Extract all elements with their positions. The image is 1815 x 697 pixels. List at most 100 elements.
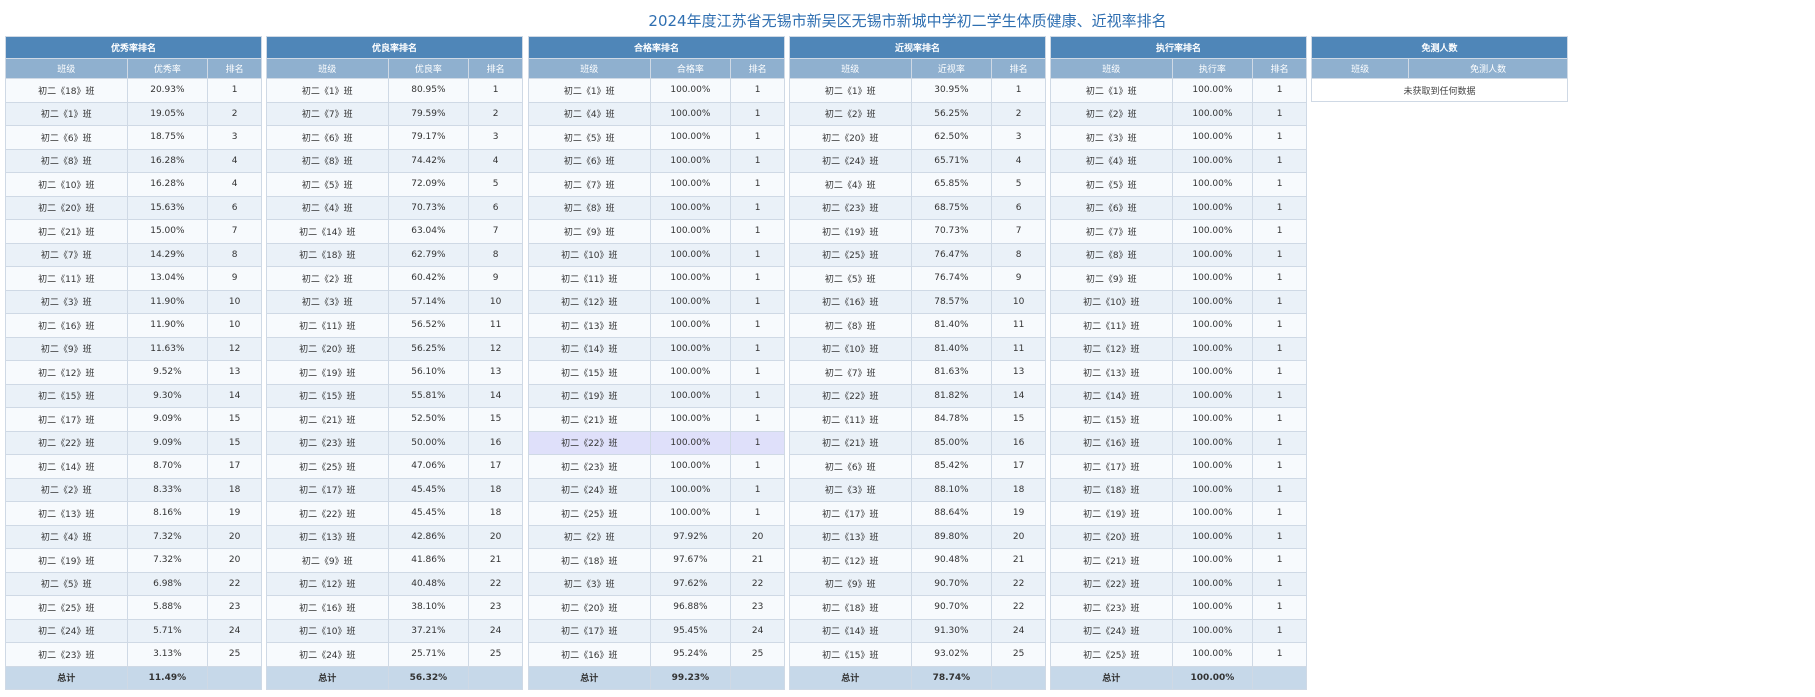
table-row[interactable]: 初二《5》班 72.09% 5 xyxy=(266,172,523,197)
table-row[interactable]: 初二《22》班 100.00% 1 xyxy=(1050,571,1307,596)
table-row[interactable]: 初二《7》班 14.29% 8 xyxy=(5,242,262,267)
table-row[interactable]: 初二《2》班 8.33% 18 xyxy=(5,477,262,502)
table-row[interactable]: 初二《13》班 100.00% 1 xyxy=(528,313,785,338)
table-row[interactable]: 初二《21》班 100.00% 1 xyxy=(1050,548,1307,573)
table-row[interactable]: 初二《17》班 100.00% 1 xyxy=(1050,454,1307,479)
column-header[interactable]: 班级 xyxy=(1050,58,1173,79)
table-row[interactable]: 初二《24》班 65.71% 4 xyxy=(789,148,1046,173)
table-row[interactable]: 初二《9》班 90.70% 22 xyxy=(789,571,1046,596)
column-header[interactable]: 优秀率 xyxy=(126,58,209,79)
table-row[interactable]: 初二《2》班 56.25% 2 xyxy=(789,101,1046,126)
table-row[interactable]: 初二《19》班 70.73% 7 xyxy=(789,219,1046,244)
table-row[interactable]: 初二《13》班 42.86% 20 xyxy=(266,524,523,549)
column-header[interactable]: 近视率 xyxy=(910,58,993,79)
table-row[interactable]: 初二《1》班 100.00% 1 xyxy=(1050,78,1307,103)
column-header[interactable]: 排名 xyxy=(991,58,1046,79)
table-row[interactable]: 初二《12》班 90.48% 21 xyxy=(789,548,1046,573)
table-row[interactable]: 初二《11》班 13.04% 9 xyxy=(5,266,262,291)
table-row[interactable]: 初二《10》班 100.00% 1 xyxy=(1050,289,1307,314)
table-row[interactable]: 初二《24》班 5.71% 24 xyxy=(5,618,262,643)
table-row[interactable]: 初二《20》班 96.88% 23 xyxy=(528,595,785,620)
table-row[interactable]: 初二《6》班 79.17% 3 xyxy=(266,125,523,150)
table-row[interactable]: 初二《5》班 76.74% 9 xyxy=(789,266,1046,291)
table-row[interactable]: 初二《24》班 25.71% 25 xyxy=(266,642,523,667)
table-row[interactable]: 初二《16》班 95.24% 25 xyxy=(528,642,785,667)
table-row[interactable]: 初二《8》班 100.00% 1 xyxy=(1050,242,1307,267)
table-row[interactable]: 初二《25》班 100.00% 1 xyxy=(528,501,785,526)
table-row[interactable]: 初二《7》班 79.59% 2 xyxy=(266,101,523,126)
table-row[interactable]: 初二《4》班 100.00% 1 xyxy=(1050,148,1307,173)
table-row[interactable]: 初二《1》班 80.95% 1 xyxy=(266,78,523,103)
table-row[interactable]: 初二《23》班 50.00% 16 xyxy=(266,430,523,455)
table-row[interactable]: 初二《21》班 85.00% 16 xyxy=(789,430,1046,455)
table-row[interactable]: 初二《19》班 100.00% 1 xyxy=(528,383,785,408)
table-row[interactable]: 初二《4》班 70.73% 6 xyxy=(266,195,523,220)
table-row[interactable]: 初二《25》班 5.88% 23 xyxy=(5,595,262,620)
column-header[interactable]: 执行率 xyxy=(1171,58,1254,79)
table-row[interactable]: 初二《17》班 88.64% 19 xyxy=(789,501,1046,526)
table-row[interactable]: 初二《7》班 81.63% 13 xyxy=(789,360,1046,385)
table-row[interactable]: 初二《23》班 68.75% 6 xyxy=(789,195,1046,220)
table-row[interactable]: 初二《9》班 100.00% 1 xyxy=(528,219,785,244)
table-row[interactable]: 初二《3》班 57.14% 10 xyxy=(266,289,523,314)
table-row[interactable]: 初二《10》班 81.40% 11 xyxy=(789,336,1046,361)
table-row[interactable]: 初二《6》班 85.42% 17 xyxy=(789,454,1046,479)
table-row[interactable]: 初二《21》班 15.00% 7 xyxy=(5,219,262,244)
table-row[interactable]: 初二《20》班 62.50% 3 xyxy=(789,125,1046,150)
table-row[interactable]: 初二《4》班 100.00% 1 xyxy=(528,101,785,126)
column-header[interactable]: 班级 xyxy=(266,58,389,79)
table-row[interactable]: 初二《5》班 100.00% 1 xyxy=(1050,172,1307,197)
table-row[interactable]: 初二《1》班 100.00% 1 xyxy=(528,78,785,103)
table-row[interactable]: 初二《14》班 8.70% 17 xyxy=(5,454,262,479)
table-row[interactable]: 初二《3》班 88.10% 18 xyxy=(789,477,1046,502)
table-row[interactable]: 初二《2》班 60.42% 9 xyxy=(266,266,523,291)
table-row[interactable]: 初二《15》班 55.81% 14 xyxy=(266,383,523,408)
table-row[interactable]: 初二《14》班 63.04% 7 xyxy=(266,219,523,244)
table-row[interactable]: 初二《15》班 93.02% 25 xyxy=(789,642,1046,667)
column-header[interactable]: 排名 xyxy=(207,58,262,79)
table-row[interactable]: 初二《14》班 91.30% 24 xyxy=(789,618,1046,643)
table-row[interactable]: 初二《15》班 100.00% 1 xyxy=(528,360,785,385)
table-row[interactable]: 初二《22》班 45.45% 18 xyxy=(266,501,523,526)
table-row[interactable]: 初二《7》班 100.00% 1 xyxy=(1050,219,1307,244)
table-row[interactable]: 初二《13》班 8.16% 19 xyxy=(5,501,262,526)
table-row[interactable]: 初二《3》班 11.90% 10 xyxy=(5,289,262,314)
table-row[interactable]: 初二《18》班 97.67% 21 xyxy=(528,548,785,573)
table-row[interactable]: 初二《13》班 100.00% 1 xyxy=(1050,360,1307,385)
table-row[interactable]: 初二《10》班 100.00% 1 xyxy=(528,242,785,267)
table-row[interactable]: 初二《11》班 100.00% 1 xyxy=(528,266,785,291)
table-row[interactable]: 初二《20》班 56.25% 12 xyxy=(266,336,523,361)
table-row[interactable]: 初二《25》班 100.00% 1 xyxy=(1050,642,1307,667)
table-row[interactable]: 初二《25》班 76.47% 8 xyxy=(789,242,1046,267)
table-row[interactable]: 初二《13》班 89.80% 20 xyxy=(789,524,1046,549)
table-row[interactable]: 初二《6》班 100.00% 1 xyxy=(528,148,785,173)
table-row[interactable]: 初二《22》班 100.00% 1 xyxy=(528,430,785,455)
table-row[interactable]: 初二《16》班 100.00% 1 xyxy=(1050,430,1307,455)
table-row[interactable]: 初二《22》班 81.82% 14 xyxy=(789,383,1046,408)
table-row[interactable]: 初二《12》班 100.00% 1 xyxy=(528,289,785,314)
table-row[interactable]: 初二《18》班 90.70% 22 xyxy=(789,595,1046,620)
table-row[interactable]: 初二《16》班 11.90% 10 xyxy=(5,313,262,338)
table-row[interactable]: 初二《18》班 20.93% 1 xyxy=(5,78,262,103)
column-header[interactable]: 优良率 xyxy=(387,58,470,79)
column-header[interactable]: 排名 xyxy=(1252,58,1307,79)
table-row[interactable]: 初二《19》班 100.00% 1 xyxy=(1050,501,1307,526)
column-header[interactable]: 排名 xyxy=(730,58,785,79)
table-row[interactable]: 初二《8》班 74.42% 4 xyxy=(266,148,523,173)
table-row[interactable]: 初二《2》班 100.00% 1 xyxy=(1050,101,1307,126)
table-row[interactable]: 初二《23》班 100.00% 1 xyxy=(528,454,785,479)
table-row[interactable]: 初二《1》班 19.05% 2 xyxy=(5,101,262,126)
table-row[interactable]: 初二《6》班 18.75% 3 xyxy=(5,125,262,150)
column-header[interactable]: 合格率 xyxy=(649,58,732,79)
table-row[interactable]: 初二《11》班 56.52% 11 xyxy=(266,313,523,338)
table-row[interactable]: 初二《16》班 38.10% 23 xyxy=(266,595,523,620)
table-row[interactable]: 初二《18》班 100.00% 1 xyxy=(1050,477,1307,502)
table-row[interactable]: 初二《5》班 6.98% 22 xyxy=(5,571,262,596)
column-header[interactable]: 班级 xyxy=(528,58,651,79)
table-row[interactable]: 初二《20》班 15.63% 6 xyxy=(5,195,262,220)
table-row[interactable]: 初二《12》班 100.00% 1 xyxy=(1050,336,1307,361)
table-row[interactable]: 初二《17》班 95.45% 24 xyxy=(528,618,785,643)
table-row[interactable]: 初二《11》班 100.00% 1 xyxy=(1050,313,1307,338)
table-row[interactable]: 初二《15》班 9.30% 14 xyxy=(5,383,262,408)
table-row[interactable]: 初二《12》班 9.52% 13 xyxy=(5,360,262,385)
